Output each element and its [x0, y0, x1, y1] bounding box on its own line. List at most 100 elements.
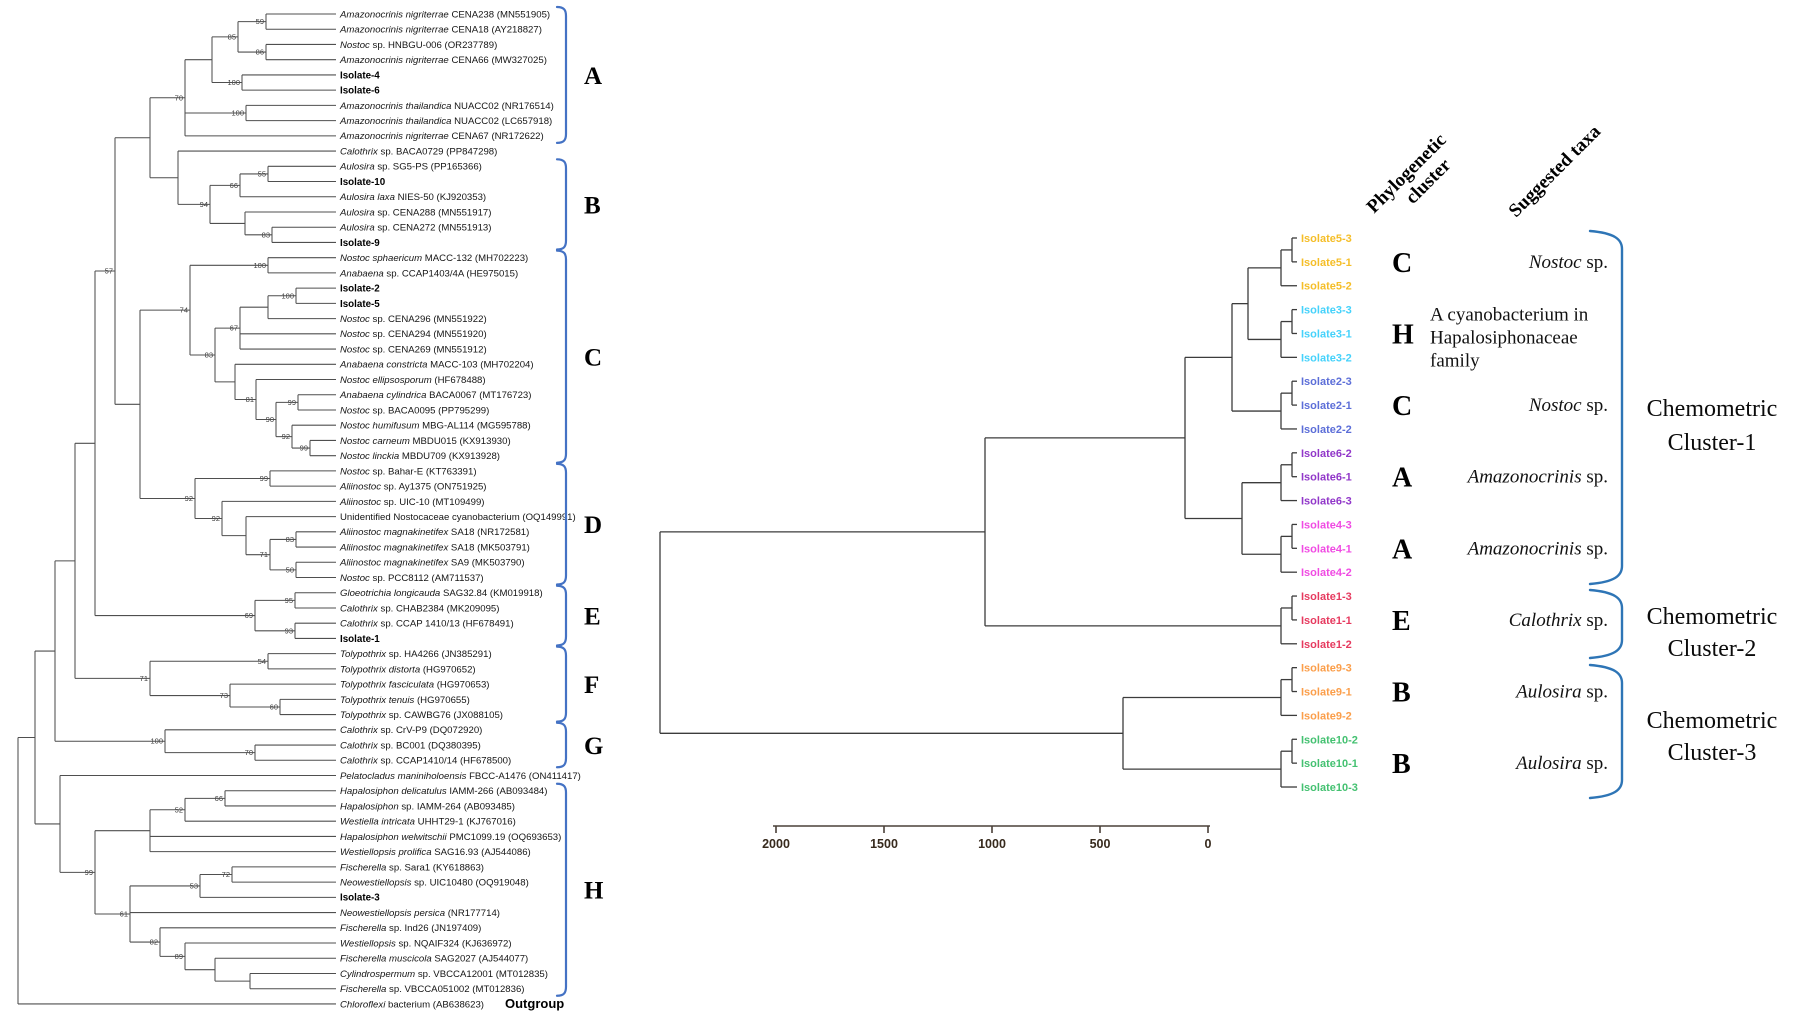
- taxon-label: Westiellopsis sp. NQAIF324 (KJ636972): [340, 938, 512, 949]
- taxon-label: Cylindrospermum sp. VBCCA12001 (MT012835…: [340, 969, 548, 980]
- taxon-label: Westiella intricata UHHT29-1 (KJ767016): [340, 817, 516, 828]
- isolate-label: Isolate6-1: [1301, 472, 1352, 484]
- isolate-taxon-label: Isolate-1: [340, 634, 380, 645]
- taxon-label: Nostoc sp. BACA0095 (PP795299): [340, 405, 489, 416]
- clade-bracket: [555, 249, 568, 464]
- taxon-label: Anabaena sp. CCAP1403/4A (HE975015): [339, 268, 518, 279]
- taxon-label: Nostoc carneum MBDU015 (KX913930): [340, 436, 511, 447]
- taxon-label: Amazonocrinis nigriterrae CENA18 (AY2188…: [339, 25, 542, 36]
- taxon-label: Aulosira sp. CENA288 (MN551917): [339, 207, 491, 218]
- chemometric-clusters: Chemometric Cluster-1 Chemometric Cluster-2…: [1588, 229, 1778, 800]
- taxon-label: Fischerella muscicola SAG2027 (AJ544077): [340, 954, 528, 965]
- axis-tick-label: 1500: [870, 837, 898, 851]
- clade-letter: D: [584, 512, 602, 539]
- taxon-label: Unidentified Nostocaceae cyanobacterium …: [340, 512, 576, 523]
- outgroup-label: Outgroup: [505, 996, 564, 1011]
- taxon-label: Nostoc sp. CENA294 (MN551920): [340, 329, 487, 340]
- chemometric-cluster-bracket: [1588, 663, 1624, 800]
- isolate-label: Isolate3-1: [1301, 328, 1352, 340]
- taxon-label: Calothrix sp. CCAP 1410/13 (HF678491): [340, 619, 514, 630]
- phylogenetic-tree: 5986851001007055668394100100679999929081…: [17, 13, 336, 1005]
- taxon-label: Tolypothrix sp. CAWBG76 (JX088105): [340, 710, 503, 721]
- taxon-label: Neowestiellopsis sp. UIC10480 (OQ919048): [340, 878, 529, 889]
- suggested-taxon-text: Aulosira sp.: [1514, 682, 1608, 703]
- isolate-label: Isolate1-3: [1301, 591, 1352, 603]
- taxon-label: Nostoc sp. HNBGU-006 (OR237789): [340, 40, 497, 51]
- taxon-label: Fischerella sp. VBCCA051002 (MT012836): [340, 984, 525, 995]
- clade-bracket: [555, 721, 568, 769]
- isolate-label: Isolate9-3: [1301, 663, 1352, 675]
- clade-letter: A: [584, 63, 602, 90]
- suggested-taxon-text: Aulosira sp.: [1514, 753, 1608, 774]
- taxon-label: Neowestiellopsis persica (NR177714): [340, 908, 500, 919]
- taxon-label: Calothrix sp. BACA0729 (PP847298): [340, 146, 497, 157]
- taxon-label: Aliinostoc sp. Ay1375 (ON751925): [339, 482, 487, 493]
- taxon-label: Nostoc humifusum MBG-AL114 (MG595788): [340, 421, 531, 432]
- phylogenetic-cluster-letter: C: [1392, 391, 1412, 422]
- chemometric-cluster-label: Cluster-1: [1668, 430, 1757, 456]
- taxon-label: Calothrix sp. CCAP1410/14 (HF678500): [340, 756, 511, 767]
- taxon-label: Westiellopsis prolifica SAG16.93 (AJ5440…: [340, 847, 531, 858]
- isolate-label: Isolate9-1: [1301, 687, 1352, 699]
- taxon-label: Amazonocrinis thailandica NUACC02 (LC657…: [339, 116, 552, 127]
- taxon-label: Nostoc linckia MBDU709 (KX913928): [340, 451, 500, 462]
- clade-bracket: [555, 5, 568, 144]
- clade-letter: G: [584, 733, 603, 760]
- phylogenetic-cluster-letter: B: [1392, 749, 1411, 780]
- suggested-taxon-text: Hapalosiphonaceae: [1430, 327, 1578, 348]
- isolate-label: Isolate3-2: [1301, 352, 1352, 364]
- suggested-taxon-text: Amazonocrinis sp.: [1466, 467, 1608, 488]
- phylogenetic-cluster-letter: A: [1392, 463, 1413, 494]
- isolate-taxon-label: Isolate-2: [340, 284, 380, 295]
- phylogenetic-cluster-letter: C: [1392, 248, 1412, 279]
- phylogenetic-cluster-letter: B: [1392, 678, 1411, 709]
- phylogenetic-cluster-header: Phylogeneticcluster: [1363, 130, 1466, 233]
- taxon-label: Amazonocrinis nigriterrae CENA66 (MW3270…: [339, 55, 547, 66]
- taxon-label: Hapalosiphon delicatulus IAMM-266 (AB093…: [340, 786, 547, 797]
- isolate-label: Isolate1-2: [1301, 639, 1352, 651]
- isolate-label: Isolate5-1: [1301, 257, 1352, 269]
- distance-axis: 2000 1500 1000 500 0: [762, 825, 1212, 851]
- taxon-label: Nostoc sp. CENA269 (MN551912): [340, 344, 487, 355]
- suggested-taxon-text: Amazonocrinis sp.: [1466, 538, 1608, 559]
- axis-tick-label: 1000: [978, 837, 1006, 851]
- isolate-label: Isolate4-3: [1301, 519, 1352, 531]
- taxon-label: Aliinostoc magnakinetifex SA18 (MK503791…: [339, 542, 530, 553]
- suggested-taxa-header: Suggested taxa: [1505, 121, 1606, 222]
- clade-letter: F: [584, 672, 599, 699]
- phylogenetic-cluster-letter: A: [1392, 534, 1413, 565]
- taxon-label: Nostoc sp. PCC8112 (AM711537): [340, 573, 484, 584]
- taxon-label: Anabaena cylindrica BACA0067 (MT176723): [339, 390, 531, 401]
- isolate-taxon-label: Isolate-3: [340, 893, 380, 904]
- taxon-label: Nostoc sp. Bahar-E (KT763391): [340, 466, 477, 477]
- taxon-label: Calothrix sp. CHAB2384 (MK209095): [340, 603, 499, 614]
- isolate-label: Isolate1-1: [1301, 615, 1352, 627]
- axis-tick-label: 0: [1205, 837, 1212, 851]
- isolate-label: Isolate2-3: [1301, 376, 1352, 388]
- isolate-label: Isolate10-3: [1301, 782, 1358, 794]
- taxon-label: Aliinostoc sp. UIC-10 (MT109499): [339, 497, 485, 508]
- taxon-label: Calothrix sp. CrV-P9 (DQ072920): [340, 725, 482, 736]
- chemometric-cluster-label: Chemometric: [1647, 396, 1778, 422]
- taxon-label: Tolypothrix sp. HA4266 (JN385291): [340, 649, 492, 660]
- isolate-label: Isolate4-2: [1301, 567, 1352, 579]
- taxon-label: Aulosira sp. CENA272 (MN551913): [339, 223, 491, 234]
- axis-tick-label: 2000: [762, 837, 790, 851]
- suggested-taxon-text: Calothrix sp.: [1509, 610, 1608, 631]
- taxon-label: Nostoc sp. CENA296 (MN551922): [340, 314, 487, 325]
- chemometric-cluster-label: Cluster-3: [1668, 740, 1757, 766]
- suggested-taxon-text: family: [1430, 350, 1480, 371]
- suggested-taxon-text: Nostoc sp.: [1528, 252, 1608, 273]
- isolate-labels: Isolate5-3 Isolate5-1 Isolate5-2 Isolate3-3…: [1301, 233, 1358, 794]
- isolate-taxon-label: Isolate-9: [340, 238, 380, 249]
- isolate-label: Isolate6-2: [1301, 448, 1352, 460]
- isolate-label: Isolate2-1: [1301, 400, 1352, 412]
- taxon-label: Tolypothrix tenuis (HG970655): [340, 695, 470, 706]
- isolate-taxon-label: Isolate-4: [340, 70, 380, 81]
- isolate-label: Isolate5-3: [1301, 233, 1352, 245]
- taxon-label: Aliinostoc magnakinetifex SA18 (NR172581…: [339, 527, 529, 538]
- isolate-label: Isolate10-1: [1301, 758, 1358, 770]
- isolate-label: Isolate10-2: [1301, 734, 1358, 746]
- taxon-label: Fischerella sp. Sara1 (KY618863): [340, 862, 484, 873]
